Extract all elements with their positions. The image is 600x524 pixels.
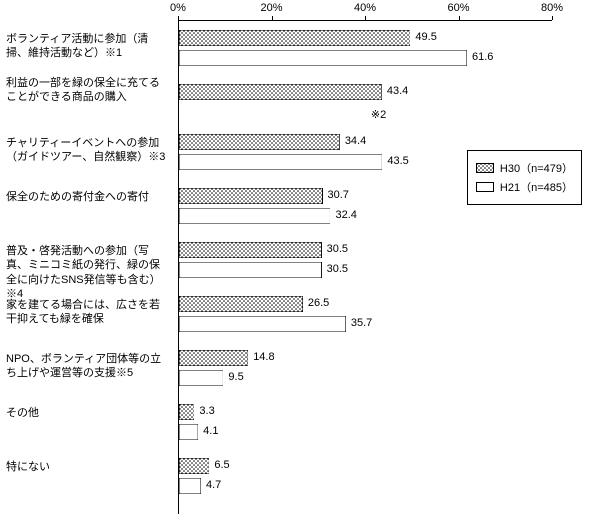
- bar-value: 30.5: [327, 263, 348, 275]
- category-label: ボランティア活動に参加（清掃、維持活動など）※1: [6, 32, 170, 61]
- legend-item: H30（n=479）: [476, 160, 573, 176]
- bar-H21: [179, 50, 467, 66]
- bar-H30: [179, 30, 410, 46]
- legend-label: H30（n=479）: [500, 160, 573, 176]
- category-note: ※2: [371, 108, 386, 121]
- legend: H30（n=479） H21（n=485）: [467, 150, 582, 205]
- bar-value: 43.5: [387, 155, 408, 167]
- bar-chart: 0% 20% 40% 60% 80% ボランティア活動に参加（清掃、維持活動など）※1 利…: [0, 0, 600, 524]
- bar-value: 32.4: [335, 209, 356, 221]
- bar-H21: [179, 370, 223, 386]
- category-label: NPO、ボランティア団体等の立ち上げや運営等の支援※5: [6, 352, 170, 381]
- bar-H21: [179, 154, 382, 170]
- bar-H30: [179, 458, 209, 474]
- bar-H30: [179, 84, 382, 100]
- bar-value: 14.8: [253, 351, 274, 363]
- bar-value: 30.5: [327, 243, 348, 255]
- x-tick-label: 60%: [447, 2, 469, 14]
- legend-label: H21（n=485）: [500, 179, 573, 195]
- bar-value: 6.5: [214, 459, 229, 471]
- bar-H30: [179, 404, 194, 420]
- category-label: 特にない: [6, 460, 170, 474]
- x-tick-label: 80%: [541, 2, 563, 14]
- category-label: 家を建てる場合には、広さを若干抑えても緑を確保: [6, 298, 170, 327]
- bar-H30: [179, 296, 303, 312]
- bar-H21: [179, 478, 201, 494]
- bar-H30: [179, 350, 248, 366]
- bar-value: 3.3: [199, 405, 214, 417]
- bar-value: 49.5: [415, 31, 436, 43]
- bar-value: 4.7: [206, 479, 221, 491]
- category-label: チャリティーイベントへの参加（ガイドツアー、自然観察）※3: [6, 136, 170, 165]
- bar-H21: [179, 208, 330, 224]
- legend-item: H21（n=485）: [476, 179, 573, 195]
- bar-value: 43.4: [387, 85, 408, 97]
- bar-value: 9.5: [228, 371, 243, 383]
- bar-H21: [179, 262, 322, 278]
- bar-H21: [179, 316, 346, 332]
- bar-value: 30.7: [328, 189, 349, 201]
- bar-H30: [179, 242, 322, 258]
- bar-value: 34.4: [345, 135, 366, 147]
- bar-H30: [179, 134, 340, 150]
- x-tick-label: 0%: [170, 2, 186, 14]
- category-label: その他: [6, 406, 170, 420]
- category-label: 普及・啓発活動への参加（写真、ミニコミ紙の発行、緑の保全に向けたSNS発信等も含…: [6, 244, 170, 301]
- category-label: 利益の一部を緑の保全に充てることができる商品の購入: [6, 76, 170, 105]
- bar-H21: [179, 424, 198, 440]
- x-tick-label: 20%: [260, 2, 282, 14]
- category-label: 保全のための寄付金への寄付: [6, 190, 170, 204]
- bar-value: 35.7: [351, 317, 372, 329]
- bar-value: 26.5: [308, 297, 329, 309]
- bar-H30: [179, 188, 323, 204]
- x-tick-label: 40%: [354, 2, 376, 14]
- bar-value: 4.1: [203, 425, 218, 437]
- bar-value: 61.6: [472, 51, 493, 63]
